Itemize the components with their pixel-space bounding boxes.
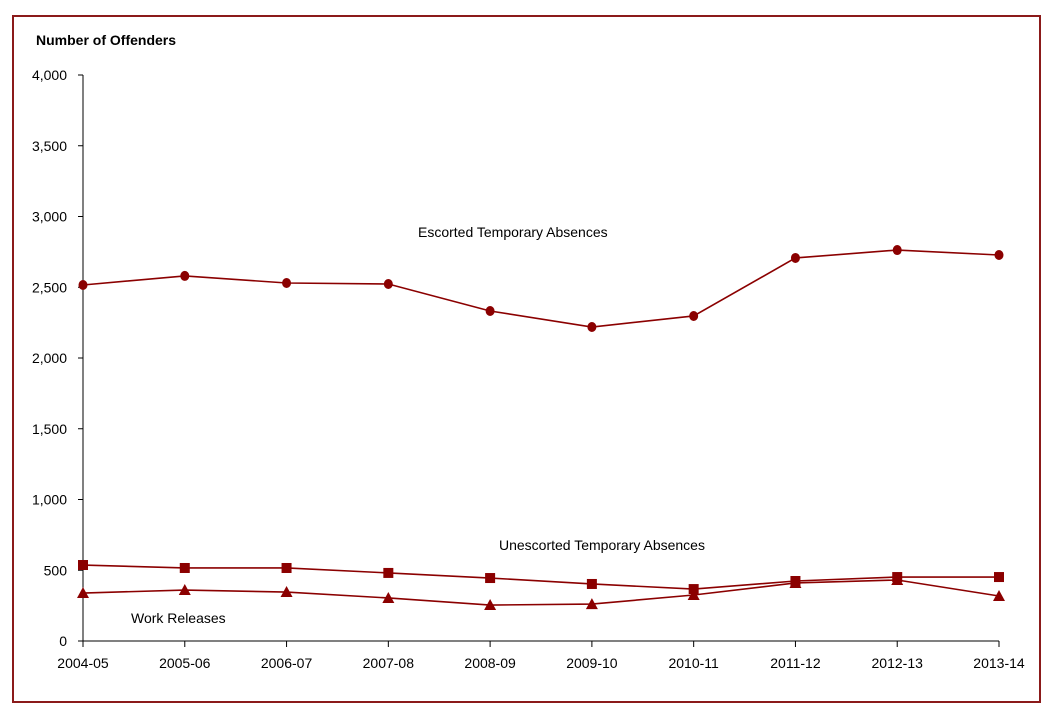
data-point	[78, 279, 88, 290]
data-point	[383, 567, 394, 578]
data-point	[994, 249, 1004, 260]
x-tick-label: 2013-14	[973, 655, 1025, 671]
data-point	[993, 590, 1005, 602]
data-point	[180, 270, 190, 281]
data-point	[485, 306, 495, 317]
data-point	[484, 599, 497, 611]
data-point	[687, 589, 700, 601]
y-tick-label: 3,000	[32, 209, 67, 225]
x-tick-label: 2004-05	[57, 655, 109, 671]
series-label-unescorted: Unescorted Temporary Absences	[499, 537, 705, 553]
series-line-1	[82, 564, 999, 590]
data-point	[789, 576, 802, 588]
chart-frame	[12, 15, 1041, 703]
y-tick-label: 1,500	[32, 421, 67, 437]
series-line-0	[82, 249, 1000, 328]
y-tick-label: 2,000	[32, 350, 67, 366]
data-point	[790, 252, 800, 263]
data-point	[281, 562, 292, 573]
x-tick-label: 2007-08	[363, 655, 415, 671]
series-line-2	[82, 579, 1000, 606]
data-point	[78, 560, 88, 571]
data-point	[179, 562, 190, 573]
data-point	[891, 574, 904, 586]
series-label-work-releases: Work Releases	[131, 610, 226, 626]
data-point	[585, 598, 598, 610]
data-point	[178, 584, 191, 596]
data-point	[485, 573, 496, 584]
data-point	[587, 322, 597, 333]
data-point	[586, 578, 597, 589]
series-label-escorted: Escorted Temporary Absences	[418, 224, 608, 240]
data-point	[892, 245, 902, 256]
y-tick-label: 4,000	[32, 67, 67, 83]
data-point	[382, 591, 395, 603]
y-axis-label: Number of Offenders	[36, 32, 176, 48]
data-point	[383, 278, 393, 289]
data-point	[280, 586, 293, 598]
x-tick-label: 2006-07	[261, 655, 313, 671]
data-point	[994, 572, 1004, 583]
x-tick-label: 2009-10	[566, 655, 618, 671]
data-point	[282, 278, 292, 289]
y-tick-label: 2,500	[32, 279, 67, 295]
y-tick-label: 3,500	[32, 138, 67, 154]
x-tick-label: 2008-09	[464, 655, 516, 671]
data-point	[77, 587, 89, 599]
x-tick-label: 2012-13	[872, 655, 924, 671]
data-point	[689, 310, 699, 321]
y-tick-label: 0	[59, 633, 67, 649]
y-tick-label: 500	[44, 562, 68, 578]
x-tick-label: 2010-11	[668, 655, 719, 671]
x-tick-label: 2011-12	[770, 655, 821, 671]
x-tick-label: 2005-06	[159, 655, 211, 671]
y-tick-label: 1,000	[32, 492, 67, 508]
